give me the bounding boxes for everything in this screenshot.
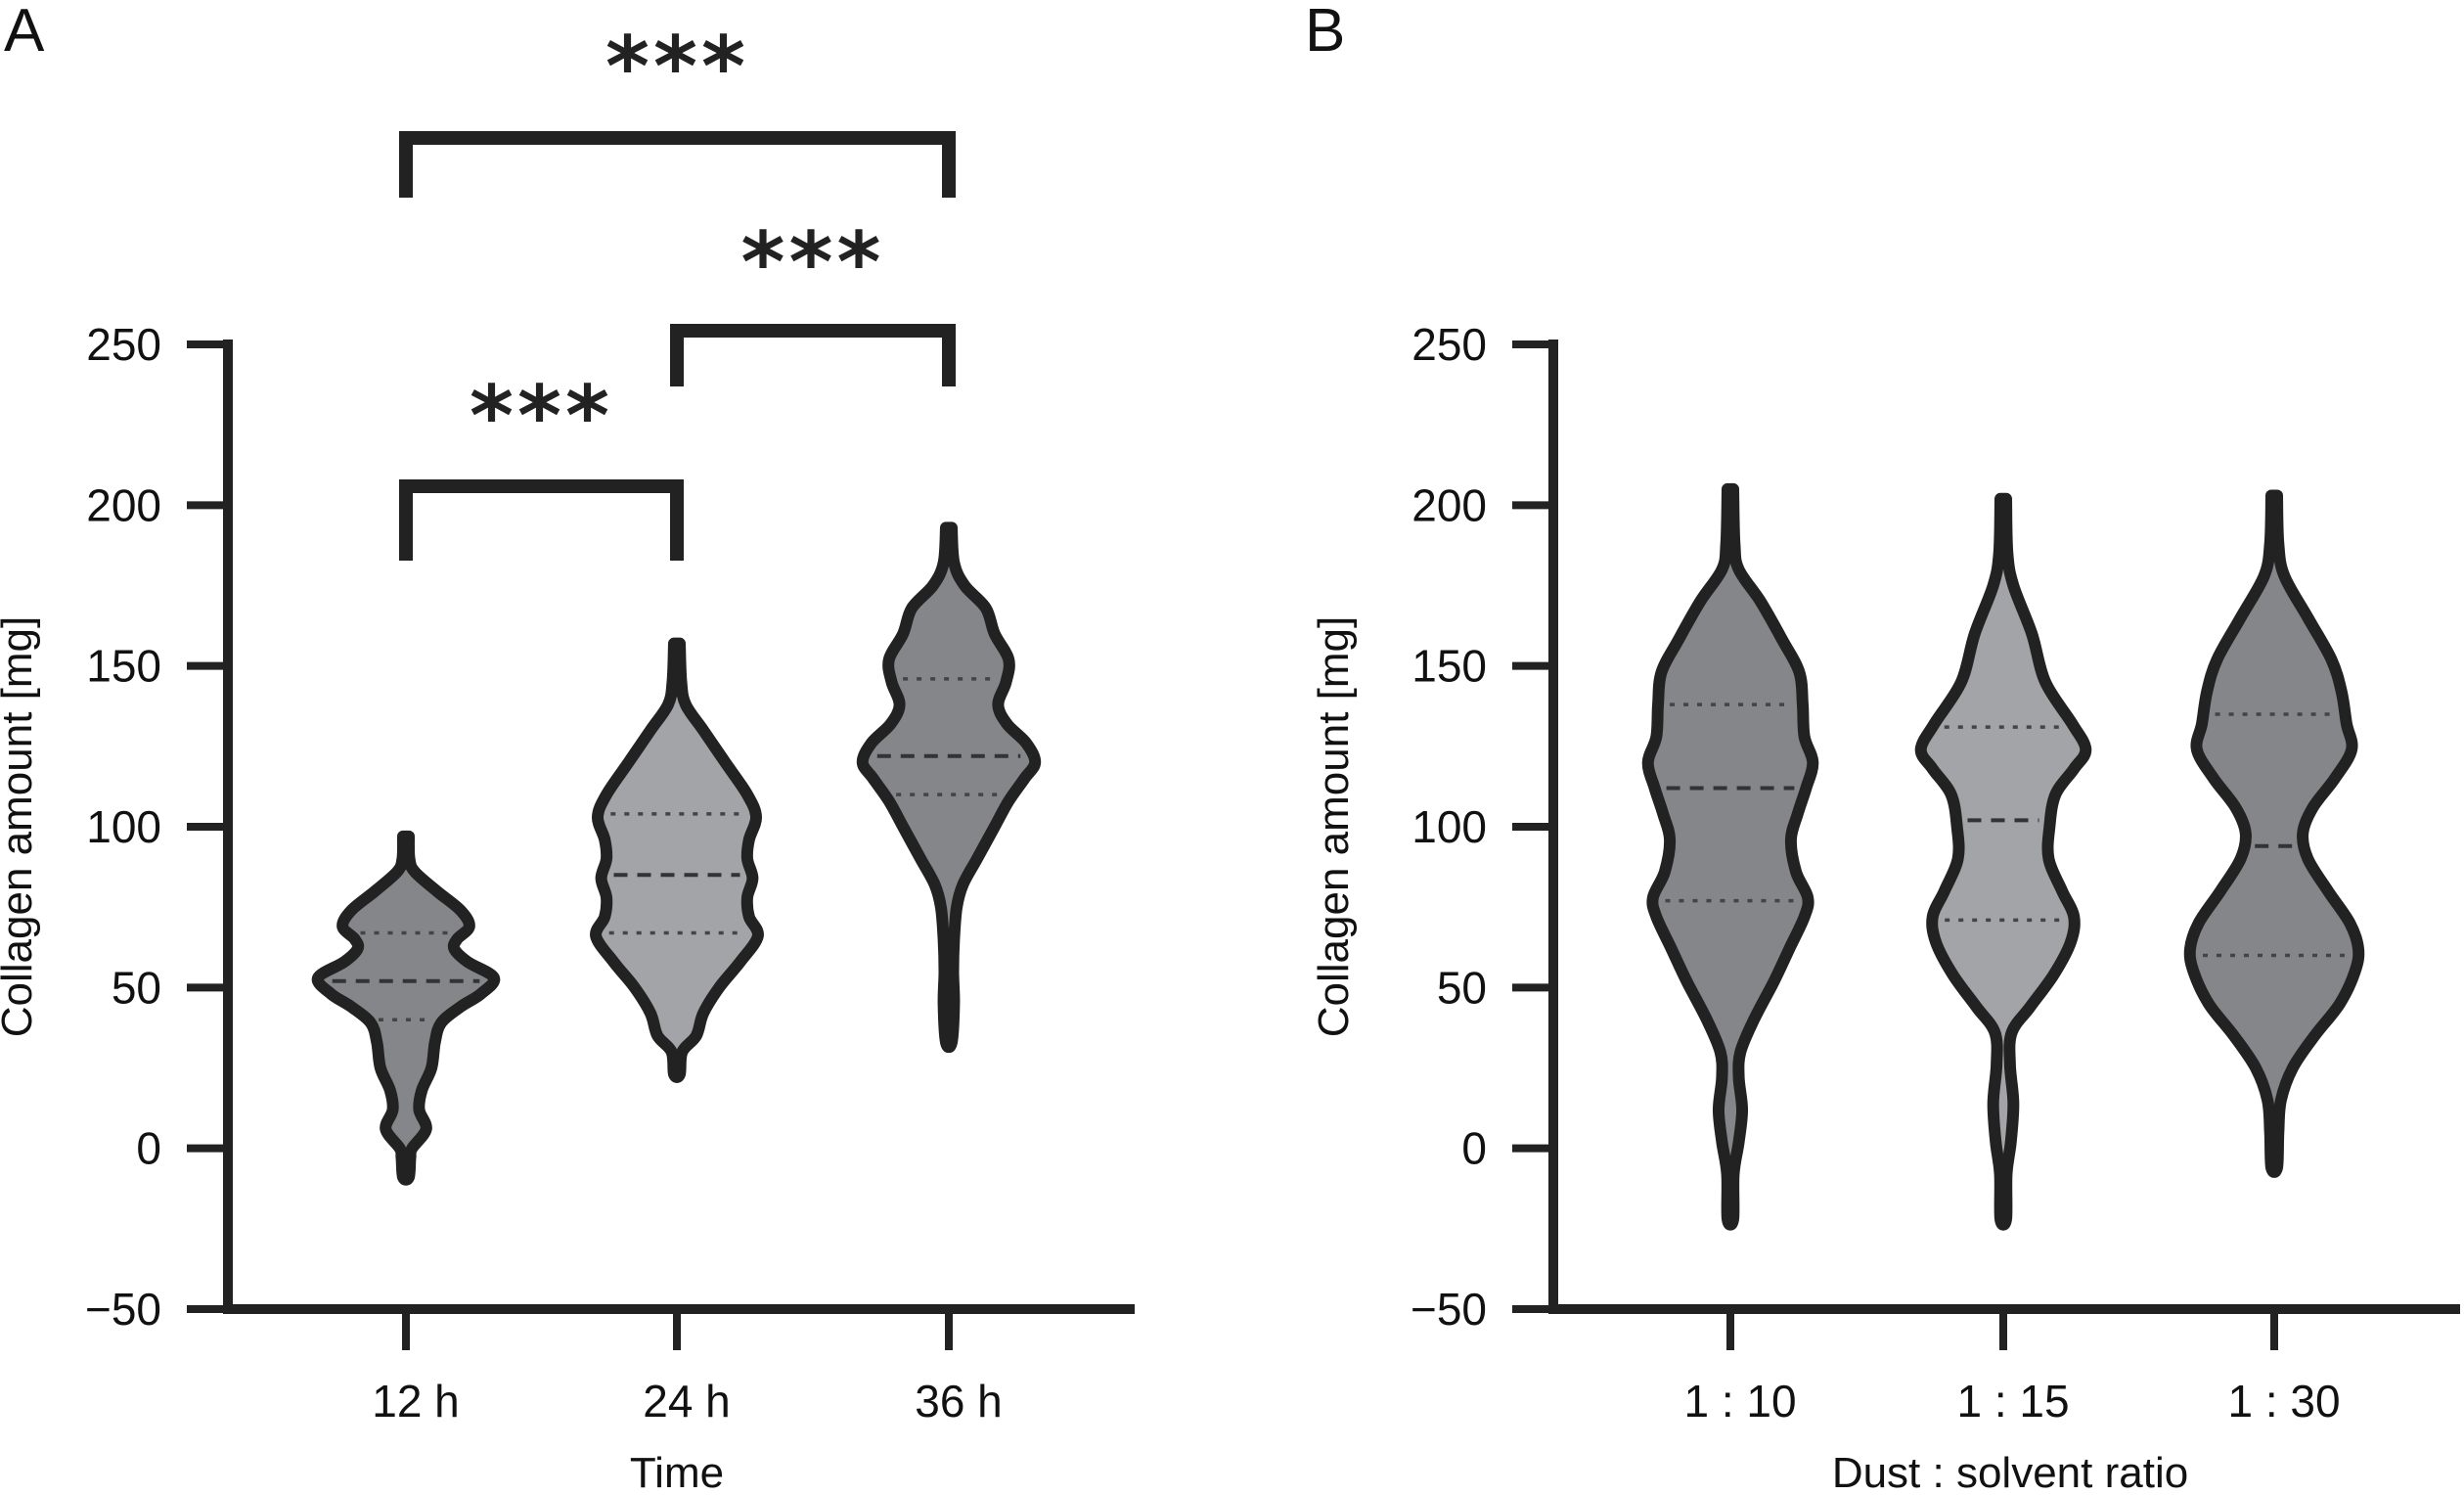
y-tick-label: 100 [86,801,161,852]
y-tick-label: 100 [1411,801,1487,852]
violin-body [590,637,764,1083]
x-tick-label: 24 h [643,1376,731,1427]
y-tick-label: 150 [1411,641,1487,692]
axes: −50 0 50 100 150 200 250 1 : 10 1 : 15 1 : 30 [1411,319,2460,1427]
x-tick-label: 12 h [372,1376,460,1427]
y-tick-label: −50 [85,1284,161,1335]
y-tick-label: 250 [1411,319,1487,370]
y-tick-label: 250 [86,319,161,370]
violin-body [2183,489,2365,1178]
panel-b: B −50 0 50 100 150 200 250 1 : 10 1 : 15 1 : 30 D… [1305,0,2460,1495]
y-tick-label: 0 [136,1123,161,1174]
violin-body [856,521,1042,1054]
significance-stars: *** [605,19,749,116]
violins [311,521,1042,1186]
x-tick-label: 36 h [915,1376,1003,1427]
y-tick-label: −50 [1411,1284,1487,1335]
significance-stars: *** [741,214,885,312]
x-tick-label: 1 : 15 [1956,1376,2069,1427]
significance-bracket [399,131,956,198]
violin-group [1641,482,1819,1231]
y-axis-label: Collagen amount [mg] [0,616,41,1037]
panel-a: A *** *** *** −50 0 50 100 150 200 250 12 h 24 h 36… [0,0,1135,1495]
y-tick-label: 0 [1461,1123,1487,1174]
violin-group [2183,489,2365,1178]
violin-group [1914,492,2092,1231]
y-tick-label: 200 [86,479,161,530]
x-tick-label: 1 : 30 [2227,1376,2340,1427]
panel-b-label: B [1305,0,1345,65]
y-tick-label: 50 [112,962,161,1013]
x-tick-label: 1 : 10 [1683,1376,1796,1427]
x-axis-label: Time [630,1449,724,1495]
violin-group [856,521,1042,1054]
panel-a-label: A [4,0,45,65]
x-axis-label: Dust : solvent ratio [1832,1449,2188,1495]
violin-group [311,830,501,1186]
violin-body [311,830,501,1186]
y-tick-label: 50 [1437,962,1487,1013]
violin-group [590,637,764,1083]
significance-bracket [399,479,684,561]
violin-body [1914,492,2092,1231]
violin-body [1641,482,1819,1231]
significance-stars: *** [470,368,613,466]
violins [1641,482,2365,1231]
significance-bracket [670,324,956,386]
y-tick-label: 200 [1411,479,1487,530]
y-tick-label: 150 [86,641,161,692]
axes: −50 0 50 100 150 200 250 12 h 24 h 36 h [85,319,1135,1427]
significance-brackets: *** *** *** [399,19,956,561]
y-axis-label: Collagen amount [mg] [1310,616,1358,1037]
